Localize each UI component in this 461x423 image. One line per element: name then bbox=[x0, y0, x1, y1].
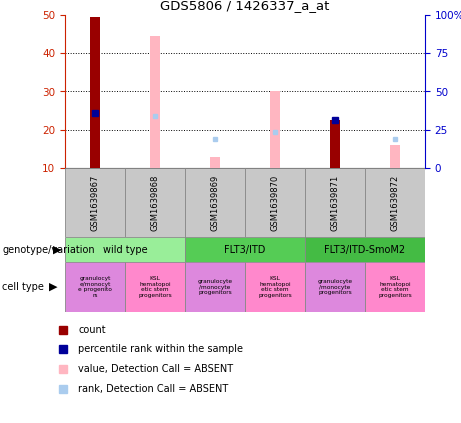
Bar bbox=[65, 168, 125, 237]
Text: count: count bbox=[78, 325, 106, 335]
Bar bbox=[185, 237, 305, 262]
Bar bbox=[125, 262, 185, 312]
Text: genotype/variation: genotype/variation bbox=[2, 244, 95, 255]
Text: KSL
hematopoi
etic stem
progenitors: KSL hematopoi etic stem progenitors bbox=[138, 276, 172, 298]
Text: ▶: ▶ bbox=[49, 282, 57, 292]
Text: granulocyt
e/monocyt
e progenito
rs: granulocyt e/monocyt e progenito rs bbox=[78, 276, 112, 298]
Bar bbox=[210, 157, 220, 168]
Text: FLT3/ITD: FLT3/ITD bbox=[225, 244, 266, 255]
Bar bbox=[65, 237, 185, 262]
Bar bbox=[390, 145, 401, 168]
Bar bbox=[89, 17, 100, 168]
Text: granulocyte
/monocyte
progenitors: granulocyte /monocyte progenitors bbox=[197, 279, 232, 295]
Text: cell type: cell type bbox=[2, 282, 44, 292]
Text: GSM1639868: GSM1639868 bbox=[150, 174, 160, 231]
Bar bbox=[245, 168, 305, 237]
Bar bbox=[365, 168, 425, 237]
Text: GSM1639872: GSM1639872 bbox=[390, 174, 400, 231]
Bar bbox=[365, 262, 425, 312]
Bar bbox=[330, 120, 340, 168]
Text: granulocyte
/monocyte
progenitors: granulocyte /monocyte progenitors bbox=[318, 279, 353, 295]
Text: rank, Detection Call = ABSENT: rank, Detection Call = ABSENT bbox=[78, 385, 228, 394]
Bar bbox=[305, 237, 425, 262]
Text: value, Detection Call = ABSENT: value, Detection Call = ABSENT bbox=[78, 364, 233, 374]
Text: ▶: ▶ bbox=[53, 244, 62, 255]
Bar bbox=[245, 262, 305, 312]
Bar bbox=[65, 262, 125, 312]
Text: GSM1639871: GSM1639871 bbox=[331, 174, 339, 231]
Bar bbox=[125, 168, 185, 237]
Text: KSL
hematopoi
etic stem
progenitors: KSL hematopoi etic stem progenitors bbox=[258, 276, 292, 298]
Bar bbox=[185, 262, 245, 312]
Bar bbox=[270, 91, 280, 168]
Bar bbox=[305, 262, 365, 312]
Bar bbox=[305, 168, 365, 237]
Text: KSL
hematopoi
etic stem
progenitors: KSL hematopoi etic stem progenitors bbox=[378, 276, 412, 298]
Bar bbox=[150, 36, 160, 168]
Bar bbox=[185, 168, 245, 237]
Text: GSM1639870: GSM1639870 bbox=[271, 174, 279, 231]
Text: wild type: wild type bbox=[103, 244, 148, 255]
Title: GDS5806 / 1426337_a_at: GDS5806 / 1426337_a_at bbox=[160, 0, 330, 12]
Text: FLT3/ITD-SmoM2: FLT3/ITD-SmoM2 bbox=[325, 244, 406, 255]
Text: GSM1639867: GSM1639867 bbox=[90, 174, 100, 231]
Text: GSM1639869: GSM1639869 bbox=[211, 174, 219, 231]
Text: percentile rank within the sample: percentile rank within the sample bbox=[78, 344, 243, 354]
